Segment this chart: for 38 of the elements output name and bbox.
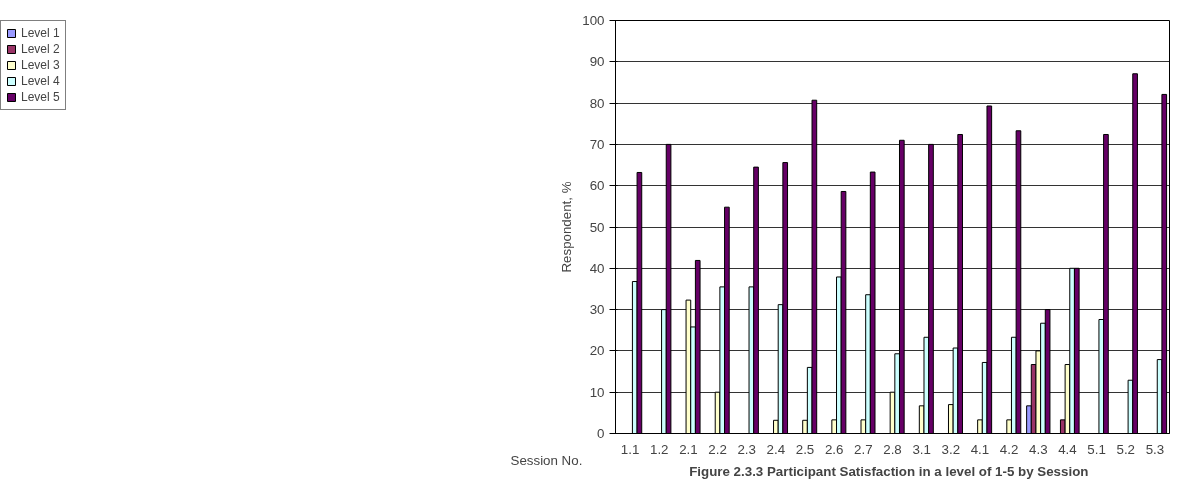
x-tick-label: 2.3 — [737, 441, 756, 457]
x-tick-label: 4.3 — [1029, 441, 1048, 457]
x-tick-label: 3.1 — [912, 441, 931, 457]
x-tick-label: 4.2 — [999, 441, 1019, 457]
y-tick-label: 80 — [589, 95, 605, 111]
x-tick-label: 2.5 — [795, 441, 815, 457]
y-tick-label: 90 — [589, 54, 605, 70]
x-tick-label: 3.2 — [941, 441, 961, 457]
x-tick-label: 2.4 — [766, 441, 786, 457]
y-tick-label: 20 — [589, 343, 605, 359]
y-tick-label: 100 — [582, 13, 605, 28]
legend-label: Level 3 — [21, 58, 60, 72]
y-tick-label: 70 — [589, 136, 605, 152]
x-tick-label: 4.4 — [1058, 441, 1078, 457]
y-tick-label: 50 — [589, 219, 605, 235]
legend-label: Level 1 — [21, 26, 60, 40]
y-tick-label: 60 — [589, 178, 605, 194]
x-tick-label: 5.1 — [1087, 441, 1106, 457]
x-tick-label: 2.8 — [883, 441, 902, 457]
y-tick-label: 10 — [589, 384, 605, 400]
x-tick-label: 2.1 — [679, 441, 698, 457]
y-tick-label: 40 — [589, 260, 605, 276]
x-tick-label: 4.1 — [970, 441, 990, 457]
legend-label: Level 2 — [21, 42, 60, 56]
legend-label: Level 4 — [21, 74, 60, 88]
x-tick-label: 2.2 — [708, 441, 727, 457]
y-axis-title: Respondent, % — [559, 181, 575, 273]
text: Figure 2.3.3 Participant Satisfaction in a level of 1-5 by Session — [689, 463, 1089, 479]
y-tick-label: 30 — [589, 302, 605, 318]
legend-label: Level 5 — [21, 90, 60, 104]
x-tick-label: 2.6 — [824, 441, 844, 457]
x-axis-title: Session No. — [510, 452, 583, 468]
x-tick-label: 5.3 — [1145, 441, 1165, 457]
x-tick-label: 1.1 — [620, 441, 640, 457]
x-tick-label: 1.2 — [649, 441, 669, 457]
x-tick-label: 5.2 — [1116, 441, 1136, 457]
x-tick-label: 2.7 — [854, 441, 873, 457]
y-tick-label: 0 — [597, 426, 605, 441]
